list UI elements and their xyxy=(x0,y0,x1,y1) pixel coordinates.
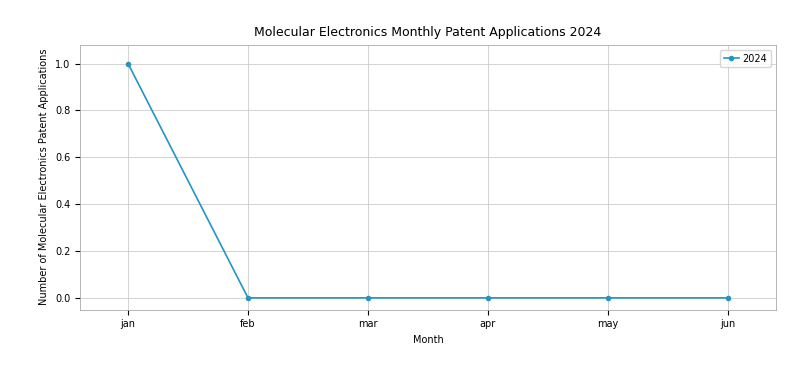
2024 xyxy=(243,296,253,300)
2024 xyxy=(723,296,733,300)
2024 xyxy=(603,296,613,300)
2024 xyxy=(123,61,133,66)
X-axis label: Month: Month xyxy=(413,335,443,345)
Y-axis label: Number of Molecular Electronics Patent Applications: Number of Molecular Electronics Patent A… xyxy=(39,49,50,305)
2024 xyxy=(363,296,373,300)
Title: Molecular Electronics Monthly Patent Applications 2024: Molecular Electronics Monthly Patent App… xyxy=(254,26,602,40)
Line: 2024: 2024 xyxy=(126,62,730,300)
2024 xyxy=(483,296,493,300)
Legend: 2024: 2024 xyxy=(720,50,771,68)
